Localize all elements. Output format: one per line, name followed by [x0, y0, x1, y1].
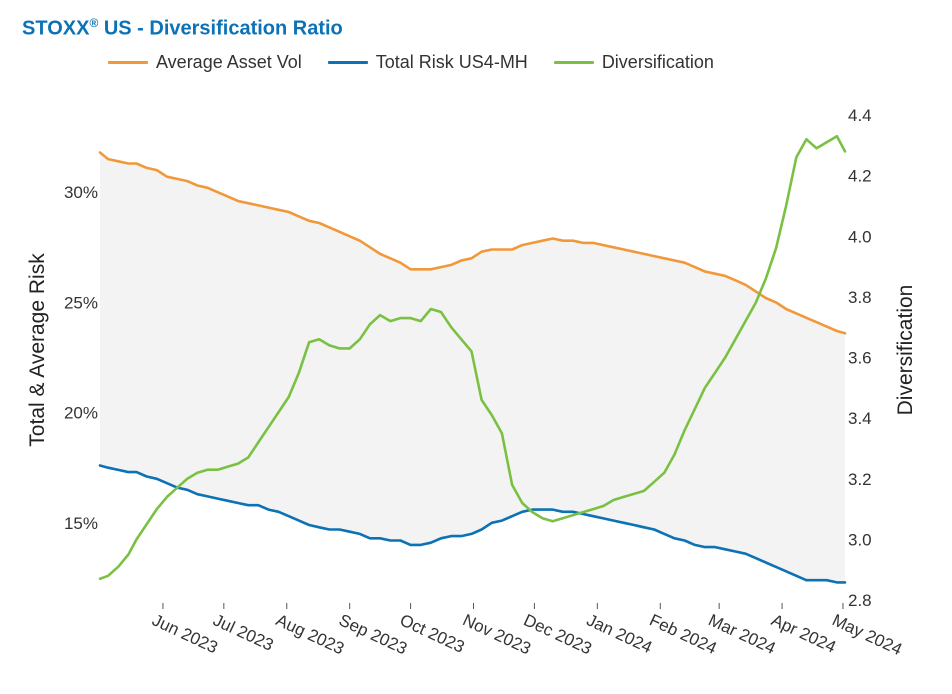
series-line-total-risk-us4-mh — [98, 464, 847, 584]
x-tick-label-nov-2023: Nov 2023 — [460, 610, 534, 658]
title-rest: US - Diversification Ratio — [98, 17, 343, 40]
x-tick-label-jan-2024: Jan 2024 — [584, 610, 655, 657]
series-line-diversification — [98, 134, 847, 581]
x-tick-label-may-2024: May 2024 — [829, 610, 905, 659]
y-right-tick-label-3-4: 3.4 — [848, 409, 872, 428]
chart-title: STOXX® US - Diversification Ratio — [22, 16, 343, 41]
x-tick-label-dec-2023: Dec 2023 — [521, 610, 595, 658]
legend-item-average-asset-vol: Average Asset Vol — [108, 52, 302, 73]
y-right-tick-label-3-8: 3.8 — [848, 288, 872, 307]
legend-label-average-asset-vol: Average Asset Vol — [156, 52, 302, 72]
y-left-tick-label-25: 25% — [64, 293, 98, 312]
title-brand: STOXX — [22, 17, 90, 40]
x-tick-label-aug-2023: Aug 2023 — [273, 610, 347, 658]
series-line-average-asset-vol — [98, 151, 847, 335]
y-left-tick-label-20: 20% — [64, 404, 98, 423]
legend-swatch-total-risk — [327, 61, 368, 64]
x-tick-label-sep-2023: Sep 2023 — [336, 610, 410, 658]
x-tick-label-jun-2023: Jun 2023 — [149, 610, 220, 657]
legend-label-total-risk: Total Risk US4-MH — [375, 52, 528, 72]
y-right-tick-label-4: 4.0 — [848, 227, 872, 246]
legend-item-total-risk: Total Risk US4-MH — [327, 52, 528, 73]
title-registered-mark: ® — [89, 16, 99, 30]
x-tick-label-jul-2023: Jul 2023 — [210, 610, 276, 654]
y-right-tick-label-4-4: 4.4 — [848, 106, 872, 125]
y-right-axis-title: Diversification — [894, 285, 917, 416]
legend-item-diversification: Diversification — [553, 52, 714, 73]
y-left-tick-label-15: 15% — [64, 514, 98, 533]
x-tick-label-mar-2024: Mar 2024 — [705, 610, 778, 658]
chart-legend: Average Asset Vol Total Risk US4-MH Dive… — [108, 52, 740, 73]
legend-swatch-diversification — [553, 61, 594, 64]
x-tick-label-feb-2024: Feb 2024 — [647, 610, 720, 658]
y-left-axis-title: Total & Average Risk — [26, 253, 49, 447]
legend-label-diversification: Diversification — [601, 52, 714, 72]
risk-band-area — [100, 152, 845, 583]
y-left-tick-label-30: 30% — [64, 183, 98, 202]
y-right-tick-label-4-2: 4.2 — [848, 167, 872, 186]
legend-swatch-average-asset-vol — [108, 61, 148, 64]
x-tick-label-apr-2024: Apr 2024 — [768, 610, 839, 656]
x-tick-label-oct-2023: Oct 2023 — [397, 610, 468, 656]
y-right-tick-label-3-6: 3.6 — [848, 349, 872, 368]
y-right-tick-label-2-8: 2.8 — [848, 591, 872, 610]
y-right-tick-label-3: 3.0 — [848, 530, 872, 549]
y-right-tick-label-3-2: 3.2 — [848, 470, 872, 489]
